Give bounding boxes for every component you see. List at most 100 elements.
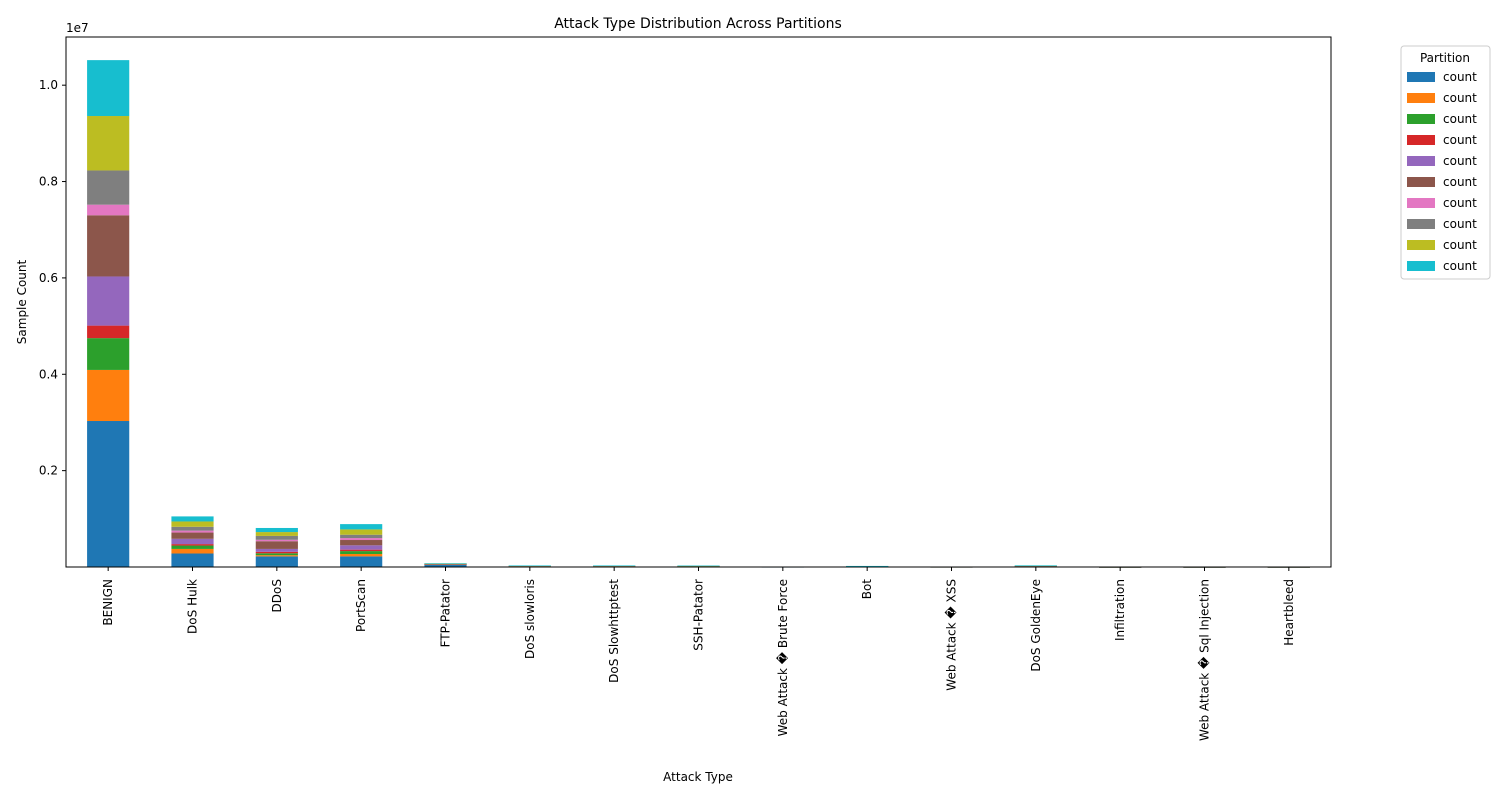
y-tick-label: 0.4 — [39, 367, 58, 381]
x-tick-label: DoS GoldenEye — [1029, 579, 1043, 672]
bar-segment-1-3 — [171, 544, 214, 546]
bar-segment-3-0 — [340, 556, 383, 567]
bar-segment-1-1 — [171, 548, 214, 554]
plot-frame — [65, 36, 1332, 568]
bar-segment-0-6 — [87, 204, 130, 216]
bar-segment-1-5 — [171, 532, 214, 539]
bar-segment-2-5 — [255, 541, 298, 549]
legend-swatch — [1407, 114, 1435, 124]
legend-swatch — [1407, 156, 1435, 166]
chart-title: Attack Type Distribution Across Partitio… — [554, 16, 842, 32]
bar-segment-0-1 — [87, 369, 130, 422]
bar-segment-3-7 — [340, 534, 383, 539]
legend-swatch — [1407, 93, 1435, 103]
bar-segment-3-5 — [340, 540, 383, 546]
x-tick-label: Bot — [860, 579, 874, 600]
bars-group — [87, 60, 1310, 568]
bar-segment-3-9 — [340, 524, 383, 530]
y-tick-label: 0.6 — [39, 271, 58, 285]
bar-segment-4-9 — [424, 563, 467, 564]
bar-segment-3-3 — [340, 549, 383, 552]
bar-segment-7-9 — [677, 565, 720, 567]
bar-segment-0-8 — [87, 116, 130, 171]
x-tick-label: Infiltration — [1113, 579, 1127, 641]
bar-segment-2-4 — [255, 548, 298, 552]
legend-swatch — [1407, 198, 1435, 208]
legend-swatch — [1407, 177, 1435, 187]
x-tick-label: FTP-Patator — [439, 579, 453, 647]
x-tick-label: Web Attack � Sql Injection — [1198, 579, 1212, 741]
bar-segment-3-6 — [340, 538, 383, 541]
x-tick-label: DoS Hulk — [186, 579, 200, 634]
y-tick-label: 1.0 — [39, 78, 58, 92]
legend-label: count — [1443, 217, 1477, 231]
legend-swatch — [1407, 72, 1435, 82]
bar-segment-4-0 — [424, 564, 467, 567]
x-tick-label: DDoS — [270, 579, 284, 612]
bar-segment-2-1 — [255, 555, 298, 557]
legend-label: count — [1443, 175, 1477, 189]
bar-segment-2-8 — [255, 532, 298, 536]
legend-swatch — [1407, 261, 1435, 271]
bar-segment-2-7 — [255, 535, 298, 540]
legend-label: count — [1443, 196, 1477, 210]
legend-label: count — [1443, 91, 1477, 105]
bar-segment-3-8 — [340, 529, 383, 535]
bar-segment-2-9 — [255, 527, 298, 533]
bar-segment-2-3 — [255, 551, 298, 554]
bar-segment-1-7 — [171, 526, 214, 531]
x-axis-label: Attack Type — [663, 770, 733, 784]
legend-label: count — [1443, 238, 1477, 252]
bar-segment-3-4 — [340, 545, 383, 550]
x-tick-label: DoS slowloris — [523, 579, 537, 659]
y-tick-label: 0.2 — [39, 464, 58, 478]
bar-segment-2-2 — [255, 553, 298, 556]
x-tick-label: Web Attack � Brute Force — [776, 579, 790, 736]
legend: Partition countcountcountcountcountcount… — [1400, 45, 1491, 280]
x-tick-label: SSH-Patator — [692, 579, 706, 651]
legend-swatch — [1407, 240, 1435, 250]
legend-label: count — [1443, 133, 1477, 147]
x-tick-label: Heartbleed — [1282, 579, 1296, 646]
legend-swatch — [1407, 135, 1435, 145]
bar-segment-6-9 — [593, 565, 636, 567]
legend-label: count — [1443, 259, 1477, 273]
y-multiplier-label: 1e7 — [66, 21, 89, 35]
legend-swatch — [1407, 219, 1435, 229]
bar-segment-0-2 — [87, 338, 130, 370]
bar-segment-1-0 — [171, 553, 214, 567]
bar-segment-0-5 — [87, 215, 130, 277]
bar-segment-3-1 — [340, 553, 383, 557]
bar-segment-5-9 — [508, 565, 551, 567]
bar-segment-1-8 — [171, 521, 214, 527]
legend-label: count — [1443, 70, 1477, 84]
bar-segment-11-9 — [1014, 565, 1057, 566]
bar-segment-1-6 — [171, 530, 214, 533]
bar-segment-0-9 — [87, 60, 130, 117]
legend-title: Partition — [1420, 51, 1470, 65]
y-axis-label: Sample Count — [15, 259, 29, 344]
bar-segment-1-9 — [171, 516, 214, 522]
x-tick-label: PortScan — [354, 579, 368, 632]
bar-segment-9-9 — [846, 565, 889, 567]
legend-items: count count count count count count count count… — [1407, 70, 1477, 273]
x-tick-label: Web Attack � XSS — [945, 579, 959, 691]
x-tick-label: DoS Slowhttptest — [607, 579, 621, 683]
bar-segment-3-2 — [340, 551, 383, 554]
bar-segment-2-0 — [255, 556, 298, 567]
bar-segment-0-4 — [87, 276, 130, 326]
bar-segment-0-3 — [87, 325, 130, 339]
legend-label: count — [1443, 154, 1477, 168]
y-tick-label: 0.8 — [39, 175, 58, 189]
x-tick-label: BENIGN — [101, 579, 115, 626]
bar-segment-1-4 — [171, 538, 214, 545]
bar-segment-0-0 — [87, 421, 130, 567]
bar-segment-11-7 — [1014, 565, 1057, 567]
bar-segment-2-6 — [255, 539, 298, 542]
x-axis: BENIGN DoS Hulk DDoS PortScan FTP-Patator DoS… — [101, 567, 1296, 741]
legend-label: count — [1443, 112, 1477, 126]
y-axis: 0.2 0.4 0.6 0.8 1.0 — [39, 78, 66, 478]
bar-segment-0-7 — [87, 170, 130, 205]
bar-segment-1-2 — [171, 545, 214, 549]
